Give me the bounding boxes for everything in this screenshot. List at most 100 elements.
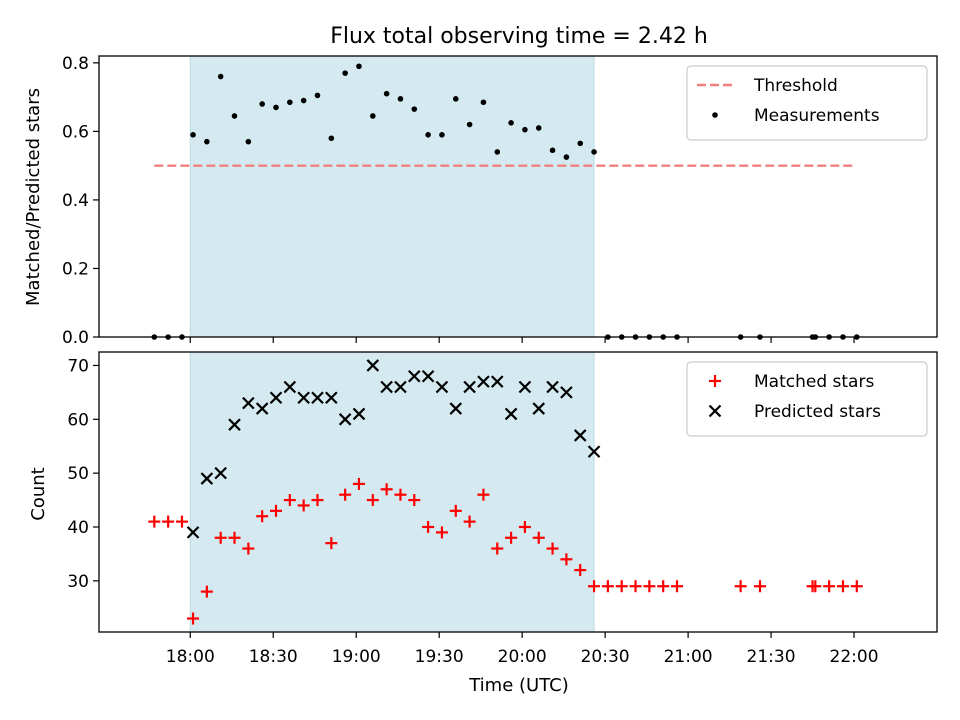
- predicted-stars-marker: [255, 402, 269, 415]
- measurement-point: [314, 92, 321, 99]
- matched-stars-marker: [228, 531, 241, 544]
- x-tick-label: 20:30: [581, 647, 630, 667]
- measurement-point: [370, 113, 376, 119]
- legend-label: Matched stars: [754, 372, 874, 392]
- matched-stars-marker: [435, 526, 448, 539]
- predicted-stars-marker-b: [435, 380, 449, 394]
- predicted-stars-marker: [518, 380, 532, 394]
- measurement-point: [273, 104, 279, 111]
- axes-frame: [98, 351, 938, 633]
- x-tick-label: 18:00: [166, 647, 215, 667]
- matched-stars-marker: [491, 542, 504, 555]
- predicted-stars-marker: [297, 391, 310, 405]
- matched-stars-marker: [175, 515, 188, 528]
- matched-stars-marker: [256, 510, 269, 523]
- legend-measurement-swatch: [712, 112, 718, 118]
- predicted-stars-marker-b: [255, 402, 269, 415]
- measurement-point: [204, 138, 210, 145]
- matched-stars-marker: [283, 494, 296, 507]
- predicted-stars-marker-b: [297, 391, 310, 405]
- predicted-stars-marker: [408, 369, 421, 383]
- predicted-stars-marker-b: [380, 380, 393, 394]
- matched-stars-marker: [505, 531, 518, 544]
- predicted-stars-marker-b: [200, 472, 214, 485]
- measurement-point: [328, 135, 335, 142]
- matched-stars-marker: [629, 580, 642, 593]
- y-tick-label: 30: [67, 572, 89, 592]
- predicted-stars-marker: [283, 380, 297, 394]
- matched-stars-marker: [352, 477, 365, 490]
- matched-stars-marker: [325, 537, 338, 550]
- predicted-stars-marker-b: [463, 380, 476, 394]
- x-tick-label: 19:00: [332, 647, 381, 667]
- measurement-point: [466, 121, 473, 128]
- predicted-stars-marker-b: [573, 429, 587, 442]
- matched-stars-marker: [477, 488, 490, 501]
- predicted-stars-marker-b: [518, 380, 532, 394]
- bottom-panel-counts: 30 40 50 60 70 18:00 18:30 19:00 19:30 20:00 20:30…: [67, 351, 938, 667]
- predicted-stars-marker: [560, 386, 573, 399]
- matched-stars-marker: [574, 564, 587, 577]
- measurement-point: [549, 147, 556, 154]
- predicted-stars-marker-b: [269, 391, 283, 405]
- top-panel-ratio: 0.0 0.2 0.4 0.6 0.8 Threshold Measurements: [62, 54, 938, 348]
- matched-stars-marker: [187, 612, 200, 625]
- y-tick-label: 0.6: [62, 122, 89, 142]
- shaded-region: [189, 351, 595, 633]
- top-panel-ylabel: Matched/Predicted stars: [23, 88, 44, 306]
- matched-stars-marker: [588, 580, 601, 593]
- matched-stars-marker: [518, 521, 531, 533]
- predicted-stars-marker: [504, 407, 518, 421]
- matched-stars-marker: [148, 515, 161, 528]
- predicted-stars-marker-b: [325, 391, 338, 405]
- predicted-stars-marker: [200, 472, 214, 485]
- legend-label: Threshold: [753, 76, 838, 96]
- predicted-stars-marker: [435, 380, 449, 394]
- matched-stars-marker: [734, 580, 747, 593]
- matched-stars-marker: [546, 542, 559, 555]
- measurement-point: [452, 96, 459, 102]
- matched-stars-marker: [422, 521, 435, 533]
- legend-label: Predicted stars: [754, 402, 881, 422]
- predicted-stars-marker: [338, 413, 352, 426]
- matched-stars-marker: [449, 504, 462, 517]
- predicted-stars-marker-b: [449, 402, 463, 415]
- predicted-stars-marker-b: [352, 407, 366, 421]
- predicted-stars-marker: [490, 375, 504, 388]
- matched-stars-marker: [601, 580, 614, 593]
- x-tick-label: 21:00: [664, 647, 713, 667]
- matched-stars-marker: [643, 580, 656, 593]
- measurement-point: [300, 97, 307, 104]
- matched-stars-marker: [366, 494, 379, 507]
- predicted-stars-marker-b: [421, 369, 435, 383]
- predicted-stars-marker: [228, 418, 241, 431]
- predicted-stars-marker: [366, 359, 380, 372]
- legend-box: [686, 65, 928, 141]
- measurement-point: [577, 140, 584, 147]
- measurement-point: [383, 90, 390, 97]
- predicted-stars-marker: [325, 391, 338, 405]
- bottom-panel-xlabel: Time (UTC): [468, 675, 569, 696]
- matched-stars-marker: [339, 488, 352, 501]
- measurement-point: [245, 138, 252, 145]
- measurement-point: [342, 70, 348, 76]
- matched-stars-marker: [753, 580, 766, 593]
- measurement-point: [425, 132, 431, 138]
- matched-stars-marker: [809, 580, 822, 593]
- predicted-stars-marker: [587, 445, 601, 458]
- x-tick-label: 21:30: [747, 647, 796, 667]
- measurement-point: [522, 126, 528, 133]
- figure-title: Flux total observing time = 2.42 h: [330, 24, 708, 49]
- predicted-stars-marker-b: [311, 391, 324, 405]
- matched-stars-marker: [463, 515, 476, 528]
- matched-stars-marker: [671, 580, 684, 593]
- predicted-stars-marker-b: [186, 526, 200, 539]
- predicted-stars-marker-b: [228, 418, 241, 431]
- axes-frame: [98, 55, 938, 338]
- matched-stars-marker: [408, 494, 421, 507]
- y-tick-label: 0.8: [62, 54, 89, 74]
- predicted-stars-marker: [573, 429, 587, 442]
- matched-stars-marker: [560, 553, 573, 566]
- shaded-region: [189, 55, 595, 338]
